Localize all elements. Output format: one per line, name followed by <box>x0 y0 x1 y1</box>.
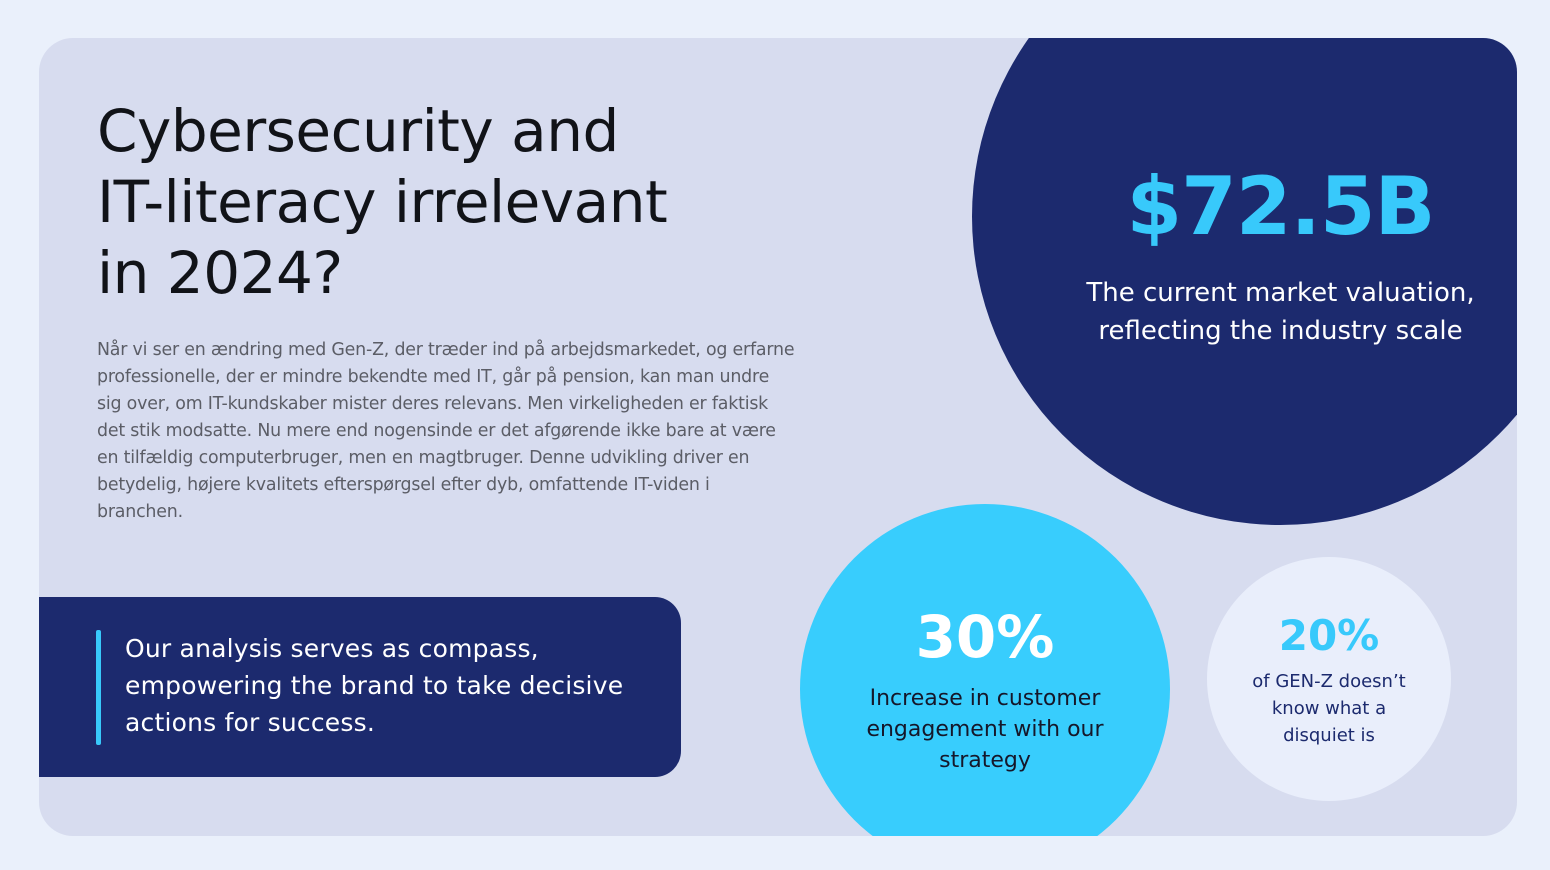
market-valuation-description: The current market valuation, reflecting… <box>1012 274 1517 350</box>
quote-text: Our analysis serves as compass, empoweri… <box>125 634 624 737</box>
title-line-1: Cybersecurity and <box>97 97 619 165</box>
engagement-value: 30% <box>915 603 1055 671</box>
genz-description: of GEN-Z doesn’t know what a disquiet is <box>1227 668 1431 749</box>
genz-desc-line-1: of GEN-Z doesn’t <box>1252 671 1406 692</box>
title-line-2: IT-literacy irrelevant <box>97 168 668 236</box>
page-title: Cybersecurity and IT-literacy irrelevant… <box>97 96 857 309</box>
engagement-circle: 30% Increase in customer engagement with… <box>800 504 1170 836</box>
market-desc-line-1: The current market valuation, <box>1086 278 1475 308</box>
quote-accent-bar <box>96 630 101 745</box>
genz-circle: 20% of GEN-Z doesn’t know what a disquie… <box>1207 557 1451 801</box>
genz-desc-line-2: know what a <box>1271 698 1387 719</box>
engagement-description: Increase in customer engagement with our… <box>840 683 1130 776</box>
engagement-desc-line-3: strategy <box>939 748 1031 773</box>
quote-box: Our analysis serves as compass, empoweri… <box>39 597 681 777</box>
market-desc-line-2: reflecting the industry scale <box>1098 316 1463 346</box>
genz-desc-line-3: disquiet is <box>1283 725 1375 746</box>
market-valuation-circle: $72.5B The current market valuation, ref… <box>972 38 1517 525</box>
title-line-3: in 2024? <box>97 239 343 307</box>
engagement-desc-line-1: Increase in customer <box>869 686 1101 711</box>
genz-value: 20% <box>1278 611 1380 660</box>
infographic-card: Cybersecurity and IT-literacy irrelevant… <box>39 38 1517 836</box>
market-valuation-value: $72.5B <box>1126 160 1435 253</box>
engagement-desc-line-2: engagement with our <box>866 717 1104 742</box>
intro-paragraph: Når vi ser en ændring med Gen-Z, der træ… <box>97 340 795 522</box>
